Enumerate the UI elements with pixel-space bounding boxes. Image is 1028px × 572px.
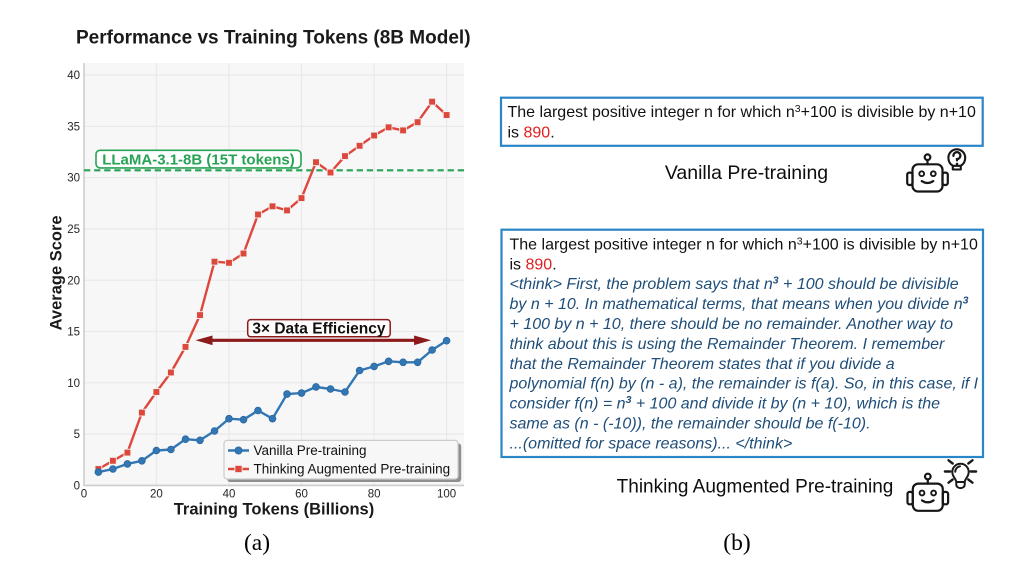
svg-text:Vanilla Pre-training: Vanilla Pre-training: [254, 443, 367, 458]
svg-text:+ 100 by n + 10, there should: + 100 by n + 10, there should be no rema…: [510, 316, 954, 333]
svg-text:25: 25: [67, 224, 80, 236]
svg-text:consider f(n) = n3 + 100 and d: consider f(n) = n3 + 100 and divide it b…: [510, 394, 941, 413]
svg-text:The largest positive integer n: The largest positive integer n for which…: [508, 103, 976, 121]
svg-text:(b): (b): [723, 530, 750, 556]
svg-text:think about this is using the: think about this is using the Remainder …: [510, 336, 946, 353]
svg-text:5: 5: [74, 429, 80, 441]
svg-text:...(omitted for space reasons): ...(omitted for space reasons)... </thin…: [510, 435, 793, 452]
svg-text:polynomial f(n) by (n - a), th: polynomial f(n) by (n - a), the remainde…: [509, 376, 979, 393]
svg-text:3× Data Efficiency: 3× Data Efficiency: [252, 320, 385, 337]
svg-text:Thinking Augmented Pre-trainin: Thinking Augmented Pre-training: [617, 477, 894, 498]
svg-text:LLaMA-3.1-8B (15T tokens): LLaMA-3.1-8B (15T tokens): [102, 151, 295, 168]
svg-text:is 890.: is 890.: [508, 124, 555, 141]
svg-text:30: 30: [67, 173, 80, 185]
svg-text:Performance vs Training Tokens: Performance vs Training Tokens (8B Model…: [76, 27, 471, 48]
svg-text:Vanilla Pre-training: Vanilla Pre-training: [665, 162, 828, 184]
svg-text:10: 10: [67, 378, 80, 390]
svg-text:<think> First, the problem say: <think> First, the problem says that n3 …: [510, 275, 959, 294]
svg-text:100: 100: [437, 488, 456, 500]
svg-text:60: 60: [295, 488, 308, 500]
svg-text:80: 80: [368, 488, 381, 500]
svg-text:20: 20: [67, 275, 80, 287]
svg-text:15: 15: [67, 327, 80, 339]
svg-text:Training Tokens (Billions): Training Tokens (Billions): [174, 500, 374, 518]
svg-text:20: 20: [150, 488, 163, 500]
svg-text:same as (n - (-10)), the remai: same as (n - (-10)), the remainder shoul…: [510, 416, 871, 433]
svg-text:40: 40: [223, 488, 236, 500]
svg-text:Thinking Augmented Pre-trainin: Thinking Augmented Pre-training: [254, 462, 451, 477]
svg-text:by n + 10. In mathematical ter: by n + 10. In mathematical terms, that m…: [510, 295, 969, 314]
svg-text:(a): (a): [244, 530, 270, 556]
svg-text:0: 0: [81, 488, 87, 500]
svg-text:is 890.: is 890.: [510, 256, 557, 273]
svg-text:35: 35: [67, 121, 80, 133]
svg-text:that the Remainder Theorem sta: that the Remainder Theorem states that i…: [510, 356, 895, 373]
svg-text:The largest positive integer n: The largest positive integer n for which…: [510, 235, 978, 253]
svg-text:0: 0: [74, 481, 80, 493]
svg-text:40: 40: [67, 70, 80, 82]
svg-text:Average Score: Average Score: [48, 215, 66, 330]
